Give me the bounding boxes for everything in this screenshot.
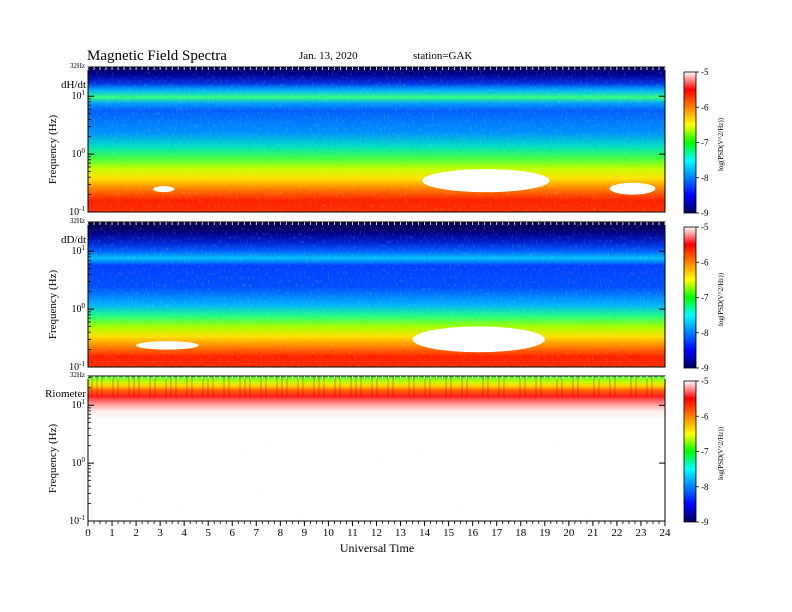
station-label: station=GAK [413, 50, 472, 62]
x-tick-label: 13 [395, 527, 407, 539]
x-tick-label: 16 [467, 527, 479, 539]
panel-label: dH/dt [61, 79, 86, 91]
spectrogram-red-speckle [88, 301, 665, 367]
spectrogram-stripes [88, 251, 665, 302]
x-tick-label: 14 [419, 527, 431, 539]
x-axis-label: Universal Time [340, 541, 414, 555]
x-tick-label: 15 [443, 527, 455, 539]
y-axis-label: Frequency (Hz) [47, 270, 59, 340]
x-tick-label: 2 [133, 527, 139, 539]
x-tick-label: 7 [254, 527, 260, 539]
x-tick-label: 6 [230, 527, 236, 539]
saturated-region [412, 326, 545, 353]
y-tick-label: 10-1 [69, 514, 85, 527]
y-top-label: 32Hz [70, 217, 85, 225]
date-label: Jan. 13, 2020 [299, 50, 358, 62]
panel-top-ticks [87, 67, 666, 70]
colorbar-label: log(PSD(V^2/Hz)) [717, 117, 725, 171]
y-tick-label: 100 [72, 456, 86, 469]
panel-top-ticks [87, 376, 666, 379]
colorbar-tick-label: -6 [701, 102, 709, 112]
panel-label: Riometer [45, 388, 86, 400]
spectrogram-panel-3: 101 100 10-1 32Hz Riometer Frequency (Hz) -5 -6… [45, 371, 725, 527]
y-tick-label: 101 [72, 398, 86, 411]
riometer-red-speckle [88, 441, 665, 521]
colorbar-tick-label: -8 [701, 482, 709, 492]
y-tick-label: 10-1 [69, 360, 85, 373]
spectrogram-stripes [88, 96, 665, 147]
colorbar-tick-label: -8 [701, 328, 709, 338]
colorbar-tick-label: -5 [701, 67, 709, 77]
y-top-label: 32Hz [70, 371, 85, 379]
x-tick-label: 12 [371, 527, 382, 539]
x-tick-label: 18 [515, 527, 527, 539]
colorbar: -5 -6 -7 -8 -9 log(PSD(V^2/Hz)) [683, 376, 725, 527]
colorbar: -5 -6 -7 -8 -9 log(PSD(V^2/Hz)) [683, 222, 725, 373]
y-tick-label: 101 [72, 244, 86, 257]
colorbar-tick-label: -7 [701, 447, 709, 457]
colorbar: -5 -6 -7 -8 -9 log(PSD(V^2/Hz)) [683, 67, 725, 218]
panel-label: dD/dt [61, 234, 86, 246]
colorbar-tick-label: -5 [701, 376, 709, 386]
x-tick-label: 17 [491, 527, 503, 539]
spectrogram-red-speckle [88, 146, 665, 212]
y-axis-label: Frequency (Hz) [47, 115, 59, 185]
x-tick-label: 4 [181, 527, 187, 539]
x-tick-label: 19 [539, 527, 551, 539]
colorbar-tick-label: -5 [701, 222, 709, 232]
y-tick-label: 100 [72, 147, 86, 160]
x-tick-label: 20 [563, 527, 575, 539]
colorbar-label: log(PSD(V^2/Hz)) [717, 426, 725, 480]
figure-title: Magnetic Field Spectra [87, 48, 227, 64]
colorbar-tick-label: -7 [701, 293, 709, 303]
colorbar-tick-label: -6 [701, 257, 709, 267]
y-tick-label: 101 [72, 89, 86, 102]
saturated-region [152, 186, 175, 193]
x-tick-label: 21 [587, 527, 598, 539]
x-tick-label: 10 [323, 527, 335, 539]
x-tick-label: 3 [157, 527, 163, 539]
x-tick-label: 23 [635, 527, 647, 539]
x-tick-label: 0 [85, 527, 91, 539]
panel-top-ticks [87, 222, 666, 225]
colorbar-tick-label: -9 [701, 208, 709, 218]
riometer-stripes [91, 376, 653, 398]
colorbar-tick-label: -9 [701, 363, 709, 373]
colorbar-tick-label: -7 [701, 138, 709, 148]
x-tick-label: 1 [109, 527, 115, 539]
x-axis-ticks: 0 1 2 3 4 5 6 7 8 9 10 11 12 13 14 15 16 17 18 19 20 21 22 23 24 [85, 521, 671, 539]
colorbar-tick-label: -6 [701, 411, 709, 421]
colorbar-gradient [683, 71, 697, 214]
colorbar-tick-label: -9 [701, 517, 709, 527]
colorbar-gradient [683, 380, 697, 523]
saturated-region [422, 169, 550, 193]
y-axis-label: Frequency (Hz) [47, 424, 59, 494]
x-tick-label: 22 [611, 527, 622, 539]
colorbar-label: log(PSD(V^2/Hz)) [717, 272, 725, 326]
colorbar-gradient [683, 226, 697, 369]
x-tick-label: 11 [347, 527, 358, 539]
colorbar-tick-label: -8 [701, 173, 709, 183]
x-tick-label: 8 [278, 527, 284, 539]
x-tick-label: 24 [660, 527, 672, 539]
y-top-label: 32Hz [70, 62, 85, 70]
saturated-region [609, 182, 656, 195]
x-tick-label: 5 [205, 527, 211, 539]
saturated-region [136, 341, 199, 350]
x-tick-label: 9 [302, 527, 308, 539]
y-tick-label: 100 [72, 302, 86, 315]
y-tick-label: 10-1 [69, 205, 85, 218]
